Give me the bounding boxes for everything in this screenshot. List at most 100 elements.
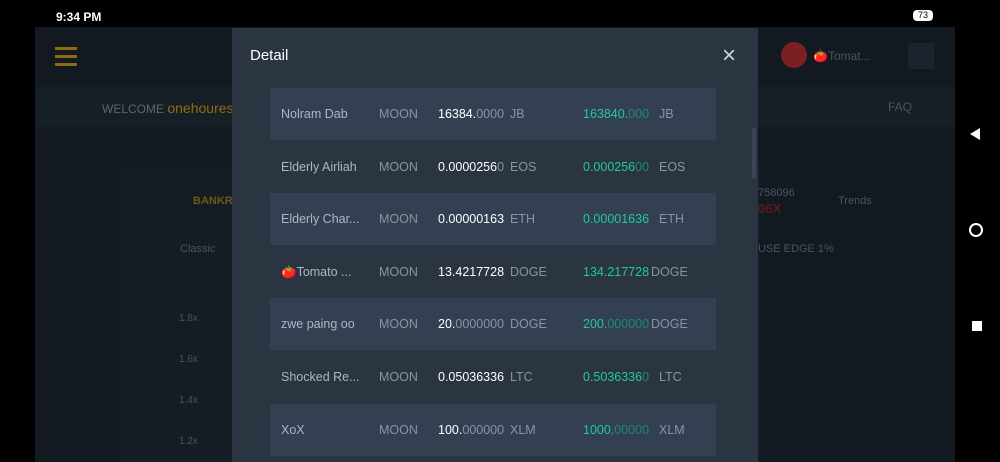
- currency: EOS: [510, 159, 537, 174]
- payout: 1000.00000: [583, 423, 649, 437]
- bet-type: MOON: [379, 317, 418, 332]
- payout: 134.217728: [583, 265, 649, 279]
- amount: 0.00000163: [438, 212, 504, 226]
- nav-home[interactable]: [969, 223, 983, 237]
- amount: 20.0000000: [438, 317, 504, 331]
- payout-decimals: 0: [642, 370, 650, 384]
- bet-type: MOON: [379, 264, 418, 279]
- payout-main: 134.217728: [583, 264, 650, 279]
- amount-main: 100.: [438, 422, 463, 437]
- user-menu[interactable]: 🍅Tomat...: [813, 49, 871, 63]
- amount: 100.000000: [438, 423, 504, 437]
- close-button[interactable]: ×: [722, 42, 737, 69]
- payout: 0.00001636: [583, 212, 649, 226]
- payout-main: 163840.: [583, 107, 629, 121]
- payout-currency: ETH: [659, 212, 684, 227]
- player-name: zwe paing oo: [281, 317, 355, 332]
- payout-currency: DOGE: [651, 264, 688, 279]
- bet-row: Nolram Dab MOON 16384.0000 JB 163840.000 JB: [270, 88, 716, 140]
- amount-main: 20.: [438, 317, 456, 332]
- bet-type: MOON: [379, 422, 418, 437]
- avatar[interactable]: [781, 42, 807, 68]
- amount-decimals: 000000: [462, 422, 505, 437]
- player-name: Elderly Char...: [281, 212, 360, 227]
- amount-decimals: 0000: [476, 107, 505, 121]
- currency: LTC: [510, 370, 533, 384]
- battery: 73: [913, 10, 933, 21]
- scrollbar: [752, 128, 756, 178]
- payout: 200.000000: [583, 317, 649, 331]
- bet-type: MOON: [379, 107, 418, 121]
- trends[interactable]: Trends: [838, 195, 872, 207]
- payout-main: 200.: [583, 317, 608, 332]
- bet-row: 🍅Tomato ... MOON 13.4217728 DOGE 134.217728 D…: [270, 246, 716, 298]
- amount-main: 13.4217728: [438, 264, 505, 279]
- axis-label: 1.8x: [179, 313, 198, 324]
- amount: 0.05036336: [438, 370, 504, 384]
- menu-icon[interactable]: [55, 47, 77, 50]
- welcome-text: WELCOME: [102, 102, 165, 116]
- payout-currency: DOGE: [651, 317, 688, 332]
- player-name: 🍅Tomato ...: [281, 264, 352, 279]
- payout-main: 0.5036336: [583, 370, 643, 384]
- bet-type: MOON: [379, 159, 418, 174]
- player-name: Nolram Dab: [281, 107, 348, 121]
- payout-decimals: 000000: [607, 317, 650, 332]
- faq[interactable]: FAQ: [888, 100, 913, 114]
- modal-title: Detail: [250, 47, 289, 64]
- amount-main: 16384.: [438, 107, 477, 121]
- payout-currency: JB: [659, 107, 674, 121]
- payout-main: 0.00001636: [583, 212, 650, 227]
- payout-currency: EOS: [659, 159, 686, 174]
- payout-main: 0.000256: [583, 159, 636, 174]
- currency: JB: [510, 107, 525, 121]
- player-name: Shocked Re...: [281, 370, 360, 384]
- bet-row: zwe paing oo MOON 20.0000000 DOGE 200.000000…: [270, 298, 716, 351]
- payout-decimals: 000: [628, 107, 650, 121]
- amount: 13.4217728: [438, 265, 504, 279]
- payout: 0.00025600: [583, 160, 649, 174]
- currency: DOGE: [510, 317, 547, 332]
- amount-main: 0.00000163: [438, 212, 505, 227]
- payout-decimals: 00: [635, 159, 650, 174]
- chat-button[interactable]: [908, 43, 934, 69]
- amount-decimals: 0000000: [455, 317, 505, 332]
- detail-modal: Detail × Nolram Dab MOON 16384.0000 JB 16384…: [232, 28, 758, 462]
- payout: 163840.000: [583, 107, 649, 121]
- currency: DOGE: [510, 264, 547, 279]
- payout-decimals: 00000: [614, 422, 650, 437]
- player-name: XoX: [281, 422, 305, 437]
- payout-currency: XLM: [659, 422, 685, 437]
- payout: 0.50363360: [583, 370, 649, 384]
- payout-main: 1000.: [583, 422, 615, 437]
- amount-main: 0.05036336: [438, 370, 505, 384]
- welcome: WELCOME onehoures: [102, 100, 234, 116]
- status-time: 9:34 PM: [56, 10, 102, 24]
- bet-row: Elderly Airliah MOON 0.00002560 EOS 0.000256…: [270, 141, 716, 193]
- bet-type: MOON: [379, 212, 418, 227]
- nav-back[interactable]: [970, 128, 980, 140]
- username: onehoures: [167, 100, 234, 116]
- player-name: Elderly Airliah: [281, 159, 357, 174]
- amount: 16384.0000: [438, 107, 504, 121]
- number: 758096: [758, 187, 795, 199]
- tab[interactable]: Classic: [180, 243, 216, 255]
- amount: 0.00002560: [438, 160, 504, 174]
- currency: XLM: [510, 422, 536, 437]
- house-edge: USE EDGE 1%: [758, 243, 834, 255]
- payout-currency: LTC: [659, 370, 682, 384]
- multiplier: 06X: [758, 201, 782, 216]
- bankroll: BANKR: [193, 195, 233, 207]
- amount-decimals: 0: [497, 159, 505, 174]
- bet-row: Elderly Char... MOON 0.00000163 ETH 0.000016…: [270, 193, 716, 246]
- currency: ETH: [510, 212, 535, 227]
- bet-row: Shocked Re... MOON 0.05036336 LTC 0.50363360…: [270, 351, 716, 403]
- axis-label: 1.2x: [179, 436, 198, 447]
- axis-label: 1.4x: [179, 395, 198, 406]
- axis-label: 1.6x: [179, 354, 198, 365]
- nav-recent[interactable]: [972, 321, 982, 331]
- amount-main: 0.0000256: [438, 159, 498, 174]
- bet-row: XoX MOON 100.000000 XLM 1000.00000 XLM: [270, 403, 716, 456]
- bet-type: MOON: [379, 370, 418, 384]
